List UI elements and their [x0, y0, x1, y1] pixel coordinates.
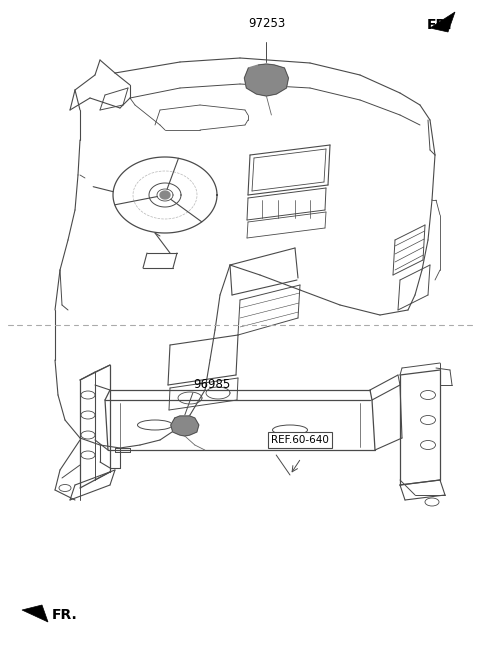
Polygon shape: [430, 12, 455, 32]
Polygon shape: [22, 605, 48, 622]
Polygon shape: [171, 416, 199, 436]
Polygon shape: [244, 64, 288, 96]
Text: FR.: FR.: [52, 608, 78, 622]
Polygon shape: [160, 191, 170, 199]
Text: REF.60-640: REF.60-640: [271, 435, 329, 445]
Text: 96985: 96985: [193, 378, 230, 391]
Text: FR.: FR.: [427, 18, 453, 32]
Text: 97253: 97253: [248, 17, 285, 30]
